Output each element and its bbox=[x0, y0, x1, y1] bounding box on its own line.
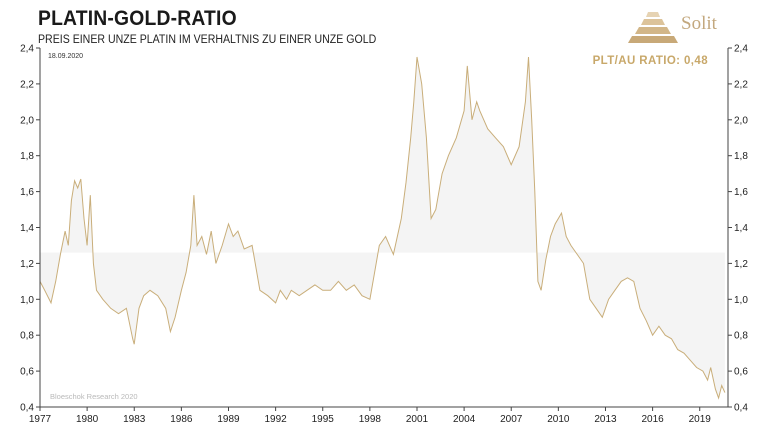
y-tick-label-left: 2,4 bbox=[20, 44, 34, 55]
x-tick-label: 1995 bbox=[312, 414, 335, 425]
chart-date: 18.09.2020 bbox=[48, 53, 84, 60]
y-tick-label-right: 1,0 bbox=[734, 295, 748, 306]
mean-band-fill bbox=[40, 57, 725, 398]
x-tick-label: 1998 bbox=[359, 414, 382, 425]
y-tick-label-right: 0,6 bbox=[734, 367, 748, 378]
y-tick-label-left: 2,2 bbox=[20, 79, 34, 90]
y-tick-label-left: 1,0 bbox=[20, 295, 34, 306]
y-tick-label-left: 1,2 bbox=[20, 259, 34, 270]
x-tick-label: 1992 bbox=[264, 414, 287, 425]
series-line bbox=[39, 56, 726, 400]
y-tick-label-right: 1,8 bbox=[734, 151, 748, 162]
logo-text: Solit bbox=[681, 13, 717, 34]
x-tick-label: 1986 bbox=[170, 414, 193, 425]
x-tick-label: 2013 bbox=[594, 414, 617, 425]
x-tick-label: 2010 bbox=[547, 414, 570, 425]
y-tick-label-left: 1,4 bbox=[20, 223, 34, 234]
chart-subtitle: PREIS EINER UNZE PLATIN IM VERHÄLTNIS ZU… bbox=[38, 34, 377, 46]
chart-title: PLATIN-GOLD-RATIO bbox=[38, 7, 237, 30]
y-tick-label-right: 1,6 bbox=[734, 187, 748, 198]
y-tick-label-left: 0,4 bbox=[20, 403, 34, 414]
x-tick-label: 2007 bbox=[500, 414, 523, 425]
y-tick-label-right: 2,4 bbox=[734, 44, 748, 55]
x-tick-label: 1980 bbox=[76, 414, 99, 425]
y-tick-label-left: 1,8 bbox=[20, 151, 34, 162]
y-tick-label-right: 0,8 bbox=[734, 331, 748, 342]
x-tick-label: 2004 bbox=[453, 414, 476, 425]
source-label: Bloeschok Research 2020 bbox=[50, 392, 138, 401]
y-tick-label-right: 0,4 bbox=[734, 403, 748, 414]
x-tick-label: 2019 bbox=[689, 414, 712, 425]
y-tick-label-right: 2,2 bbox=[734, 79, 748, 90]
y-tick-label-right: 1,4 bbox=[734, 223, 748, 234]
y-tick-label-left: 0,8 bbox=[20, 331, 34, 342]
current-ratio-label: PLT/AU RATIO: 0,48 bbox=[592, 55, 708, 67]
x-tick-label: 1983 bbox=[123, 414, 146, 425]
y-tick-label-right: 1,2 bbox=[734, 259, 748, 270]
x-tick-label: 1977 bbox=[29, 414, 52, 425]
x-tick-label: 1989 bbox=[217, 414, 240, 425]
pyramid-logo-icon bbox=[628, 12, 678, 43]
solit-logo: Solit bbox=[628, 10, 738, 44]
y-tick-label-left: 2,0 bbox=[20, 115, 34, 126]
axes: 0,4 0,4 0,6 0,6 0,8 0,8 1,0 1,0 1,2 1,2 1,4 1,4 1,6 1… bbox=[20, 44, 748, 426]
y-tick-label-right: 2,0 bbox=[734, 115, 748, 126]
y-tick-label-left: 0,6 bbox=[20, 367, 34, 378]
x-tick-label: 2016 bbox=[641, 414, 664, 425]
x-tick-label: 2001 bbox=[406, 414, 429, 425]
y-tick-label-left: 1,6 bbox=[20, 187, 34, 198]
